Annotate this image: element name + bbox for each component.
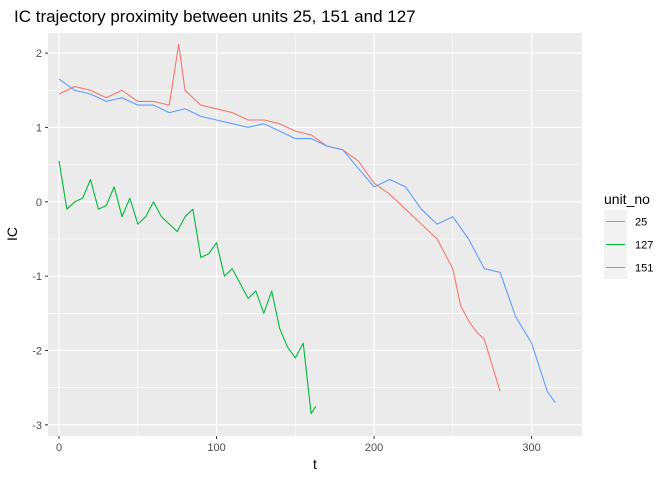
legend-title: unit_no — [604, 191, 650, 207]
y-tick-label: 2 — [36, 48, 42, 60]
legend-item-151: 151 — [604, 256, 653, 279]
series-line-127 — [58, 160, 317, 415]
x-tick-label: 300 — [522, 442, 540, 454]
x-tick-label: 100 — [207, 442, 225, 454]
legend-label: 25 — [635, 217, 647, 229]
x-tick-label: 200 — [365, 442, 383, 454]
y-axis-title: IC — [4, 227, 20, 241]
x-tick-label: 0 — [56, 442, 62, 454]
chart-title: IC trajectory proximity between units 25… — [14, 7, 416, 26]
y-tick-label: -2 — [32, 345, 42, 357]
y-tick-label: 1 — [36, 122, 42, 134]
series-line-25 — [58, 43, 501, 392]
series-line-151 — [58, 78, 556, 403]
legend: unit_no 25 127 151 — [604, 191, 653, 279]
x-axis: 0 100 200 300 — [56, 436, 541, 454]
minor-gridlines — [48, 33, 582, 436]
legend-label: 151 — [635, 263, 653, 275]
x-axis-title: t — [313, 456, 317, 472]
series-lines — [58, 43, 556, 415]
legend-label: 127 — [635, 240, 653, 252]
y-tick-label: 0 — [36, 197, 42, 209]
y-tick-label: -3 — [32, 420, 42, 432]
y-tick-label: -1 — [32, 271, 42, 283]
plot-panel — [48, 33, 582, 436]
legend-item-25: 25 — [604, 210, 647, 233]
major-gridlines — [48, 33, 582, 436]
legend-item-127: 127 — [604, 233, 653, 256]
y-axis: 2 1 0 -1 -2 -3 — [32, 48, 48, 432]
